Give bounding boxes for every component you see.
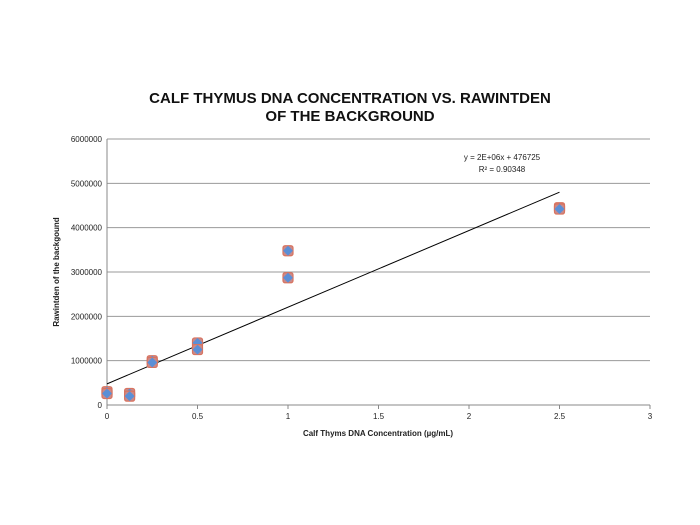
x-tick-label: 1.5 <box>373 412 385 421</box>
data-point-diamond <box>124 391 135 402</box>
data-point-diamond <box>283 245 293 256</box>
y-axis-label: Rawintden of the backgound <box>52 217 61 326</box>
data-point-diamond <box>147 357 158 368</box>
y-tick-label: 6000000 <box>71 135 103 144</box>
data-point-diamond <box>192 344 203 355</box>
x-tick-label: 3 <box>648 412 653 421</box>
x-tick-label: 0 <box>105 412 110 421</box>
x-tick-label: 2 <box>467 412 472 421</box>
x-axis-label: Calf Thyms DNA Concentration (µg/mL) <box>303 429 453 438</box>
trendline <box>106 191 560 385</box>
x-tick-label: 1 <box>286 412 291 421</box>
y-tick-label: 1000000 <box>71 357 103 366</box>
data-point-diamond <box>283 272 293 283</box>
y-tick-label: 5000000 <box>71 179 103 188</box>
y-tick-label: 3000000 <box>71 268 103 277</box>
y-tick-label: 0 <box>98 401 103 410</box>
trendline-equation: y = 2E+06x + 476725 <box>464 153 541 162</box>
x-tick-label: 2.5 <box>554 412 566 421</box>
y-tick-label: 4000000 <box>71 224 103 233</box>
chart-title-line-2: OF THE BACKGROUND <box>265 108 434 125</box>
chart-title-line-1: CALF THYMUS DNA CONCENTRATION VS. RAWINT… <box>149 90 551 107</box>
data-point-diamond <box>102 388 112 399</box>
y-tick-label: 2000000 <box>71 312 103 321</box>
trendline-r2: R² = 0.90348 <box>479 165 526 174</box>
data-point-diamond <box>554 204 565 215</box>
x-tick-label: 0.5 <box>192 412 204 421</box>
